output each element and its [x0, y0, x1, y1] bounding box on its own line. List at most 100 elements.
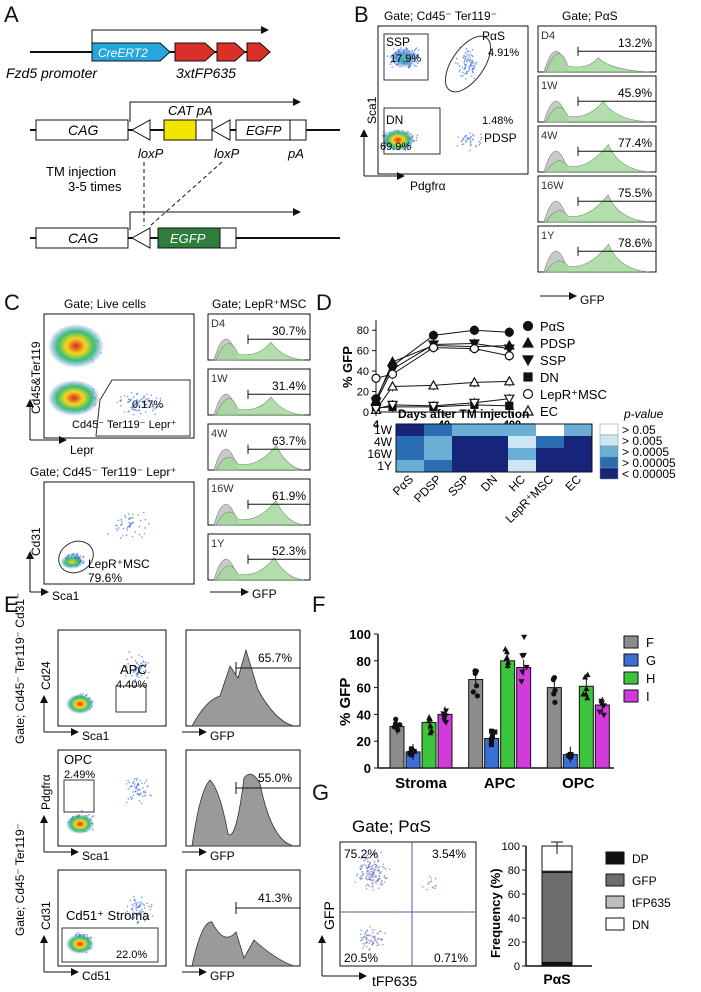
heatmap-cell: [536, 436, 564, 448]
scatter-dot: [130, 798, 133, 801]
scatter-dot: [389, 63, 392, 65]
scatter-dot: [380, 871, 383, 873]
scatter-dot: [380, 939, 383, 941]
histogram-x-axis: GFP: [210, 849, 235, 863]
data-point: [520, 652, 527, 659]
scatter-dot: [145, 664, 147, 667]
sample-histogram: [545, 194, 651, 223]
scatter-dot: [425, 888, 428, 891]
panel-g-x-axis: tFP635: [372, 973, 417, 989]
loxp-label-1: loxP: [138, 146, 164, 161]
scatter-dot: [135, 399, 138, 402]
sample-histogram: [545, 143, 651, 173]
scatter-dot: [127, 410, 130, 413]
scatter-dot: [82, 692, 84, 695]
scatter-dot: [137, 409, 140, 412]
scatter-dot: [472, 71, 474, 73]
data-point: [584, 671, 591, 678]
scatter-dot: [472, 61, 475, 64]
heatmap-col-label: HC: [506, 472, 528, 494]
scatter-dot: [376, 932, 379, 935]
panel-c-hist-gate: Gate; LepR⁺MSC: [212, 297, 307, 311]
scatter-dot: [135, 787, 137, 790]
data-point: [474, 693, 481, 699]
scatter-dot: [121, 520, 123, 523]
scatter-dot: [134, 659, 137, 662]
scatter-dot: [370, 882, 373, 884]
scatter-dot: [145, 669, 147, 671]
scatter-dot: [152, 407, 154, 409]
legend-swatch: [605, 917, 625, 931]
panel-b-histograms: 13.2% D4 45.9% 1W 77.4% 4W 75.5% 16W 78.6% 1Y: [537, 25, 657, 273]
scatter-dot: [125, 783, 128, 785]
scatter-dot: [157, 405, 159, 408]
ssp-value: 17.9%: [390, 53, 421, 65]
sample-histogram: [545, 53, 651, 73]
scatter-dot: [365, 946, 368, 948]
scatter-dot: [132, 402, 134, 405]
scatter-dot: [372, 882, 374, 885]
scatter-dot: [468, 53, 471, 56]
scatter-dot: [463, 68, 465, 71]
pdsp-label: PDSP: [484, 131, 517, 145]
heatmap-cell: [396, 460, 424, 472]
scatter-dot: [135, 912, 138, 915]
scatter-dot: [475, 145, 477, 147]
scatter-dot: [120, 399, 123, 401]
scatter-dot: [159, 397, 162, 400]
legend-label: DP: [632, 852, 649, 866]
series-marker: [503, 344, 515, 355]
scatter-dot: [122, 535, 124, 537]
scatter-dot: [129, 899, 132, 902]
scatter-dot: [366, 929, 368, 932]
heatmap-row-label: 4W: [374, 435, 393, 449]
scatter-dot: [464, 63, 467, 66]
scatter-dot: [145, 917, 148, 919]
heatmap-cell: [564, 448, 592, 460]
scatter-dot: [463, 60, 466, 63]
scatter-dot: [416, 136, 418, 139]
legend-marker: [522, 320, 534, 332]
scatter-dot: [142, 670, 145, 673]
scatter-dot: [429, 881, 431, 883]
scatter-dot: [471, 69, 474, 72]
scatter-dot: [359, 865, 362, 867]
histogram-timepoint: D4: [541, 30, 555, 42]
scatter-dot: [364, 931, 367, 933]
scatter-dot: [136, 785, 138, 787]
scatter-dot: [364, 942, 367, 945]
scatter-dot: [129, 786, 132, 788]
scatter-dot: [462, 138, 465, 140]
data-point: [488, 742, 494, 748]
scatter-dot: [132, 794, 135, 797]
y-tick-label: 40: [508, 913, 520, 925]
scatter-dot: [125, 534, 128, 537]
scatter-dot: [372, 889, 375, 891]
histogram-percent: 30.7%: [272, 324, 306, 338]
pvalue-swatch: [599, 445, 619, 458]
heatmap-col-label: SSP: [445, 472, 472, 499]
y-tick-label: 40: [357, 366, 369, 378]
scatter-dot: [371, 886, 374, 888]
density-core: [66, 814, 94, 834]
y-tick-label: 80: [357, 325, 369, 337]
histogram-x-axis: GFP: [210, 729, 235, 743]
scatter-dot: [434, 877, 437, 880]
scatter-dot: [365, 867, 368, 870]
heatmap-cell: [396, 436, 424, 448]
creert2-element: [91, 42, 171, 62]
legend-label: EC: [540, 404, 558, 419]
scatter-dot: [368, 942, 371, 944]
data-point: [519, 669, 526, 676]
scatter-dot: [362, 942, 364, 945]
data-point: [551, 691, 557, 697]
scatter-dot: [133, 778, 136, 780]
data-point: [584, 694, 591, 701]
scatter-dot: [140, 896, 143, 898]
panel-c-hist-x-axis: GFP: [252, 587, 277, 601]
scatter-dot: [144, 518, 147, 521]
legend-label: LepR⁺MSC: [540, 387, 607, 402]
scatter-dot: [362, 947, 364, 950]
